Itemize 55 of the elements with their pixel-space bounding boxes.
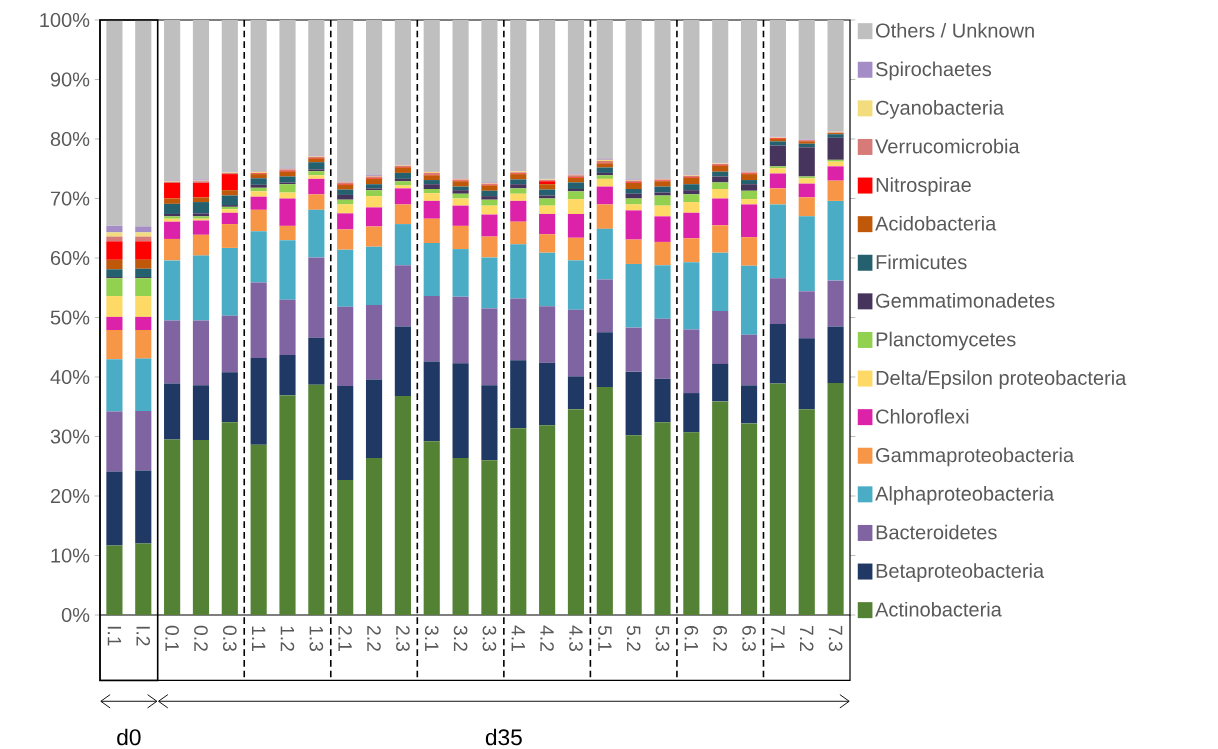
x-tick-label: I.2 — [136, 626, 151, 646]
x-tick-label: 7.1 — [771, 626, 785, 651]
legend-label: Nitrospirae — [876, 177, 971, 196]
x-tick-label: 1.1 — [252, 626, 266, 651]
x-tick-label: 1.3 — [309, 626, 324, 652]
x-tick-label: 4.1 — [511, 625, 525, 651]
legend-label: Gemmatimonadetes — [876, 293, 1055, 308]
y-tick-label: 0% — [61, 607, 90, 623]
x-tick-label: 4.3 — [569, 625, 583, 652]
y-tick-label: 80% — [50, 131, 90, 147]
x-tick-label: 1.2 — [280, 626, 295, 651]
x-tick-label: 0.3 — [222, 625, 237, 652]
x-tick-label: 2.3 — [396, 626, 410, 652]
x-tick-label: I.1 — [107, 626, 122, 646]
y-tick-label: 100% — [40, 12, 90, 28]
y-tick-label: 20% — [50, 488, 90, 504]
y-tick-label: 60% — [50, 250, 90, 266]
y-tick-label: 70% — [50, 191, 90, 206]
x-tick-label: 2.1 — [338, 626, 352, 651]
x-tick-label: 6.1 — [684, 626, 699, 651]
x-tick-label: 5.1 — [598, 625, 612, 651]
legend-label: Alphaproteobacteria — [875, 486, 1055, 505]
x-tick-label: 0.1 — [165, 625, 179, 651]
y-tick-label: 90% — [50, 72, 90, 87]
x-tick-label: 3.1 — [424, 625, 439, 651]
x-tick-label: 2.2 — [367, 626, 381, 651]
legend-label: Firmicutes — [876, 254, 967, 270]
legend-label: Gammaproteobacteria — [876, 447, 1075, 467]
legend-label: Cyanobacteria — [876, 100, 1005, 119]
legend-label: Verrucomicrobia — [875, 138, 1020, 154]
legend-label: Betaproteobacteria — [876, 563, 1045, 582]
x-tick-label: 6.2 — [713, 626, 728, 651]
y-tick-label: 50% — [50, 310, 90, 325]
x-tick-label: 7.3 — [828, 626, 843, 652]
y-tick-label: 30% — [50, 429, 90, 444]
x-tick-label: 6.3 — [742, 626, 756, 652]
text: d0 — [117, 728, 141, 746]
text: d35 — [485, 728, 522, 746]
legend-label: Bacteroidetes — [876, 524, 997, 540]
y-tick-label: 40% — [50, 369, 90, 385]
legend-label: Actinobacteria — [875, 601, 1002, 617]
legend-label: Acidobacteria — [875, 215, 997, 231]
x-tick-label: 5.2 — [626, 625, 641, 651]
legend-label: Planctomycetes — [876, 331, 1016, 351]
x-tick-label: 0.2 — [194, 625, 208, 651]
x-tick-label: 4.2 — [540, 625, 554, 651]
x-tick-label: 3.3 — [482, 625, 497, 652]
legend-label: Delta/Epsilon proteobacteria — [876, 370, 1127, 389]
x-tick-label: 3.2 — [453, 625, 468, 651]
legend-label: Others / Unknown — [876, 22, 1034, 38]
legend-label: Chloroflexi — [876, 408, 969, 424]
x-tick-label: 5.3 — [655, 625, 670, 652]
y-tick-label: 10% — [51, 548, 90, 563]
legend-label: Spirochaetes — [876, 61, 992, 81]
x-tick-label: 7.2 — [799, 626, 814, 651]
